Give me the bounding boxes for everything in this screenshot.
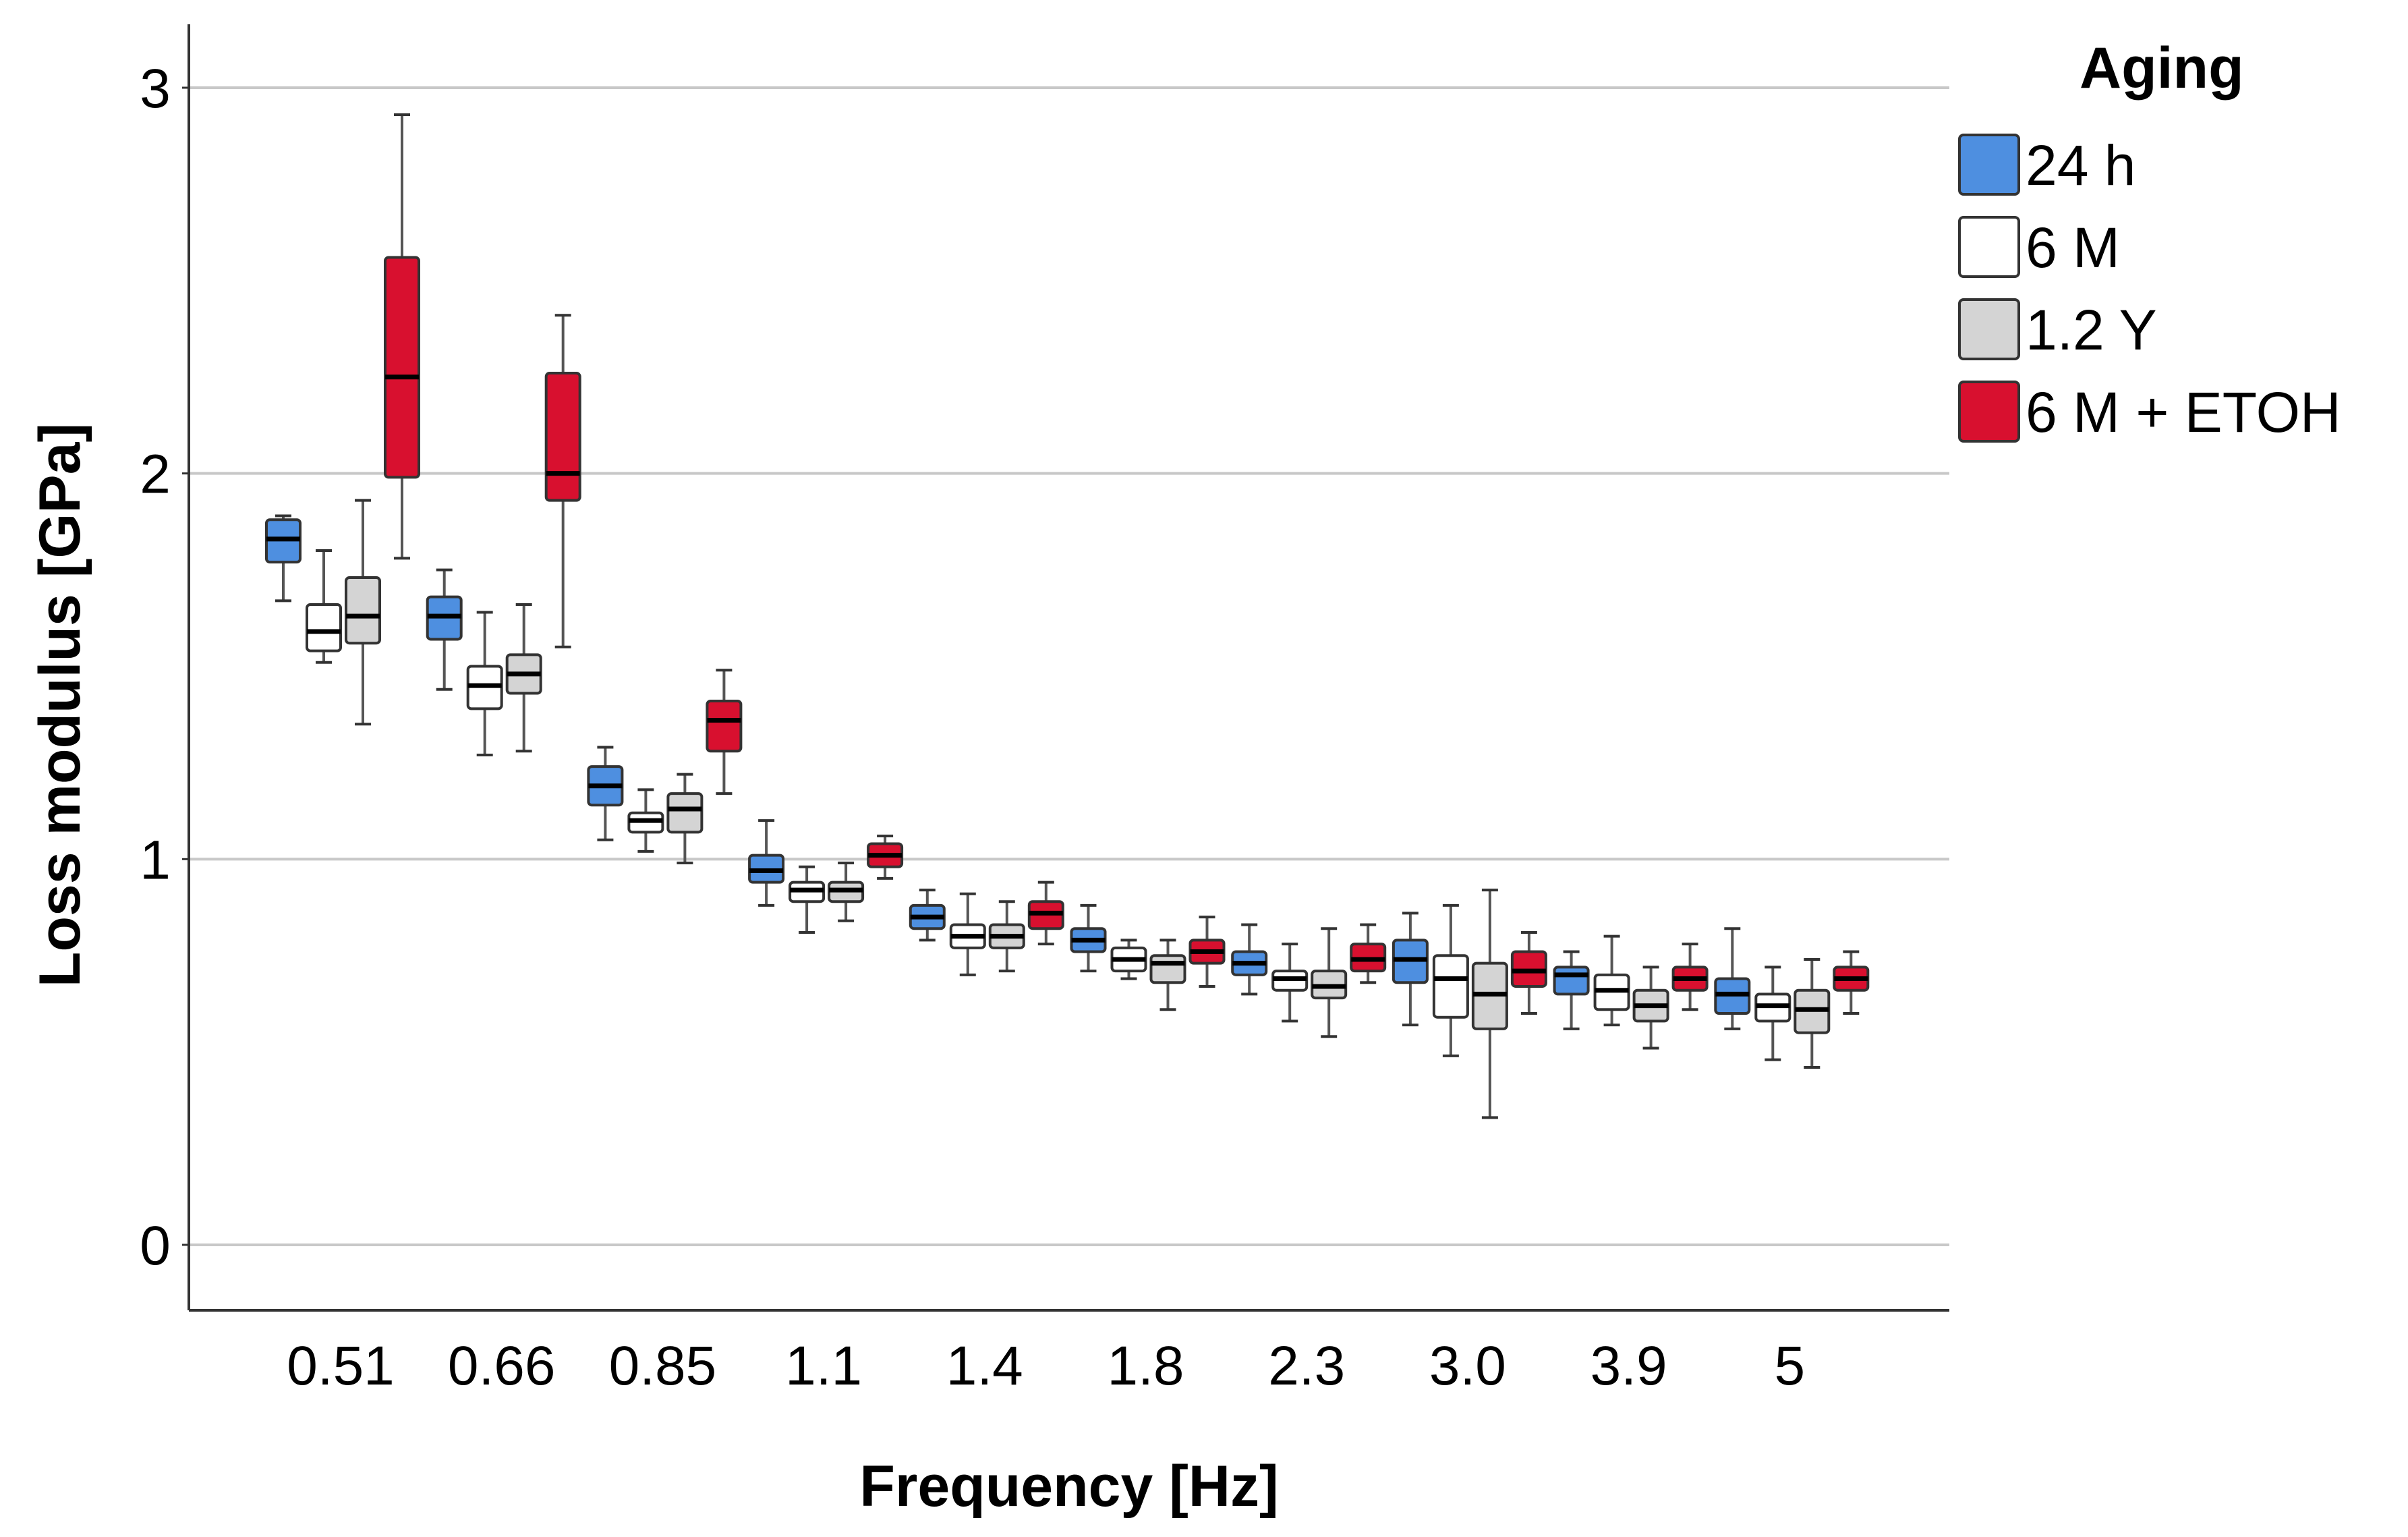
legend-label: 6 M + ETOH	[2026, 381, 2341, 444]
legend-label: 6 M	[2026, 216, 2120, 279]
legend-item: 6 M	[1958, 216, 2120, 279]
box-mark	[1188, 916, 1226, 988]
box-mark	[1471, 889, 1508, 1119]
box-mark	[949, 892, 986, 976]
x-tick-label: 0.66	[448, 1335, 556, 1397]
box-mark	[1593, 934, 1630, 1027]
box-iqr	[1149, 954, 1186, 984]
gridlines	[182, 86, 1949, 1246]
box-mark	[1833, 950, 1870, 1015]
x-tick-label: 0.51	[287, 1335, 395, 1397]
x-tick-label: 2.3	[1268, 1335, 1345, 1397]
box-iqr	[345, 576, 381, 645]
x-tick-label: 1.1	[785, 1335, 862, 1397]
box-mark	[988, 900, 1025, 973]
box-mark	[1553, 950, 1590, 1030]
legend-swatch	[1958, 381, 2020, 443]
legend-label: 24 h	[2026, 134, 2136, 197]
y-tick-labels: 0 1 2 3	[140, 58, 171, 1277]
legend: Aging 24 h 6 M 1.2 Y 6 M + ETOH	[1958, 36, 2341, 444]
legend-item: 24 h	[1958, 134, 2136, 197]
x-tick-label: 1.4	[946, 1335, 1023, 1397]
box-mark	[666, 773, 704, 865]
box-mark	[466, 611, 503, 756]
box-mark	[1110, 939, 1147, 980]
x-tick-label: 3.9	[1590, 1335, 1667, 1397]
y-tick-label: 0	[140, 1215, 171, 1277]
box-mark	[544, 314, 581, 648]
box-mark	[1149, 939, 1186, 1011]
box-iqr	[1432, 954, 1469, 1019]
box-iqr	[706, 699, 743, 753]
legend-swatch	[1958, 134, 2020, 196]
legend-title: Aging	[2080, 36, 2244, 101]
series-1-2-y	[345, 499, 1831, 1119]
box-iqr	[1553, 966, 1590, 996]
box-mark	[1392, 912, 1429, 1027]
box-mark	[828, 862, 865, 922]
box-mark	[1754, 966, 1791, 1061]
box-mark	[1714, 927, 1751, 1030]
x-tick-label: 3.0	[1429, 1335, 1506, 1397]
box-mark	[748, 819, 785, 907]
box-mark	[1510, 930, 1547, 1015]
box-mark	[1350, 923, 1387, 984]
box-mark	[1027, 881, 1064, 946]
box-mark	[505, 603, 542, 753]
x-tick-label: 5	[1774, 1335, 1805, 1397]
box-iqr	[384, 256, 420, 479]
box-mark	[867, 835, 904, 880]
legend-label: 1.2 Y	[2026, 298, 2157, 362]
box-mark	[1632, 966, 1669, 1050]
box-mark	[1671, 943, 1709, 1011]
box-mark	[1432, 903, 1469, 1057]
y-axis-title: Loss modulus [GPa]	[28, 423, 92, 987]
box-series	[265, 113, 1870, 1119]
box-mark	[384, 113, 420, 560]
series-24-h	[265, 514, 1751, 1030]
box-mark	[345, 499, 381, 726]
box-iqr	[666, 792, 704, 834]
y-tick-label: 1	[140, 829, 171, 891]
box-iqr	[306, 603, 342, 652]
legend-swatch	[1958, 298, 2020, 360]
box-mark	[909, 889, 946, 942]
box-mark	[789, 865, 826, 934]
x-tick-label: 0.85	[609, 1335, 717, 1397]
legend-item: 1.2 Y	[1958, 298, 2157, 362]
legend-item: 6 M + ETOH	[1958, 381, 2341, 444]
y-tick-label: 2	[140, 444, 171, 505]
box-iqr	[544, 372, 581, 502]
box-mark	[1271, 943, 1309, 1023]
box-mark	[1311, 927, 1348, 1038]
box-mark	[1231, 923, 1268, 996]
axes	[188, 24, 1949, 1312]
box-mark	[706, 669, 743, 795]
x-tick-label: 1.8	[1108, 1335, 1184, 1397]
series-6-m-etoh	[384, 113, 1870, 1015]
box-mark	[306, 549, 342, 664]
box-mark	[1070, 903, 1107, 973]
legend-items: 24 h 6 M 1.2 Y 6 M + ETOH	[1958, 134, 2341, 444]
series-6-m	[306, 549, 1791, 1061]
legend-swatch	[1958, 216, 2020, 278]
y-tick-label: 3	[140, 58, 171, 119]
x-axis-title: Frequency [Hz]	[859, 1454, 1278, 1519]
box-mark	[627, 788, 664, 853]
box-mark	[426, 568, 463, 691]
box-mark	[265, 514, 302, 603]
box-mark	[1794, 957, 1831, 1069]
box-mark	[587, 746, 624, 841]
x-tick-labels: 0.51 0.66 0.85 1.1 1.4 1.8 2.3 3.0 3.9 5	[287, 1335, 1805, 1397]
